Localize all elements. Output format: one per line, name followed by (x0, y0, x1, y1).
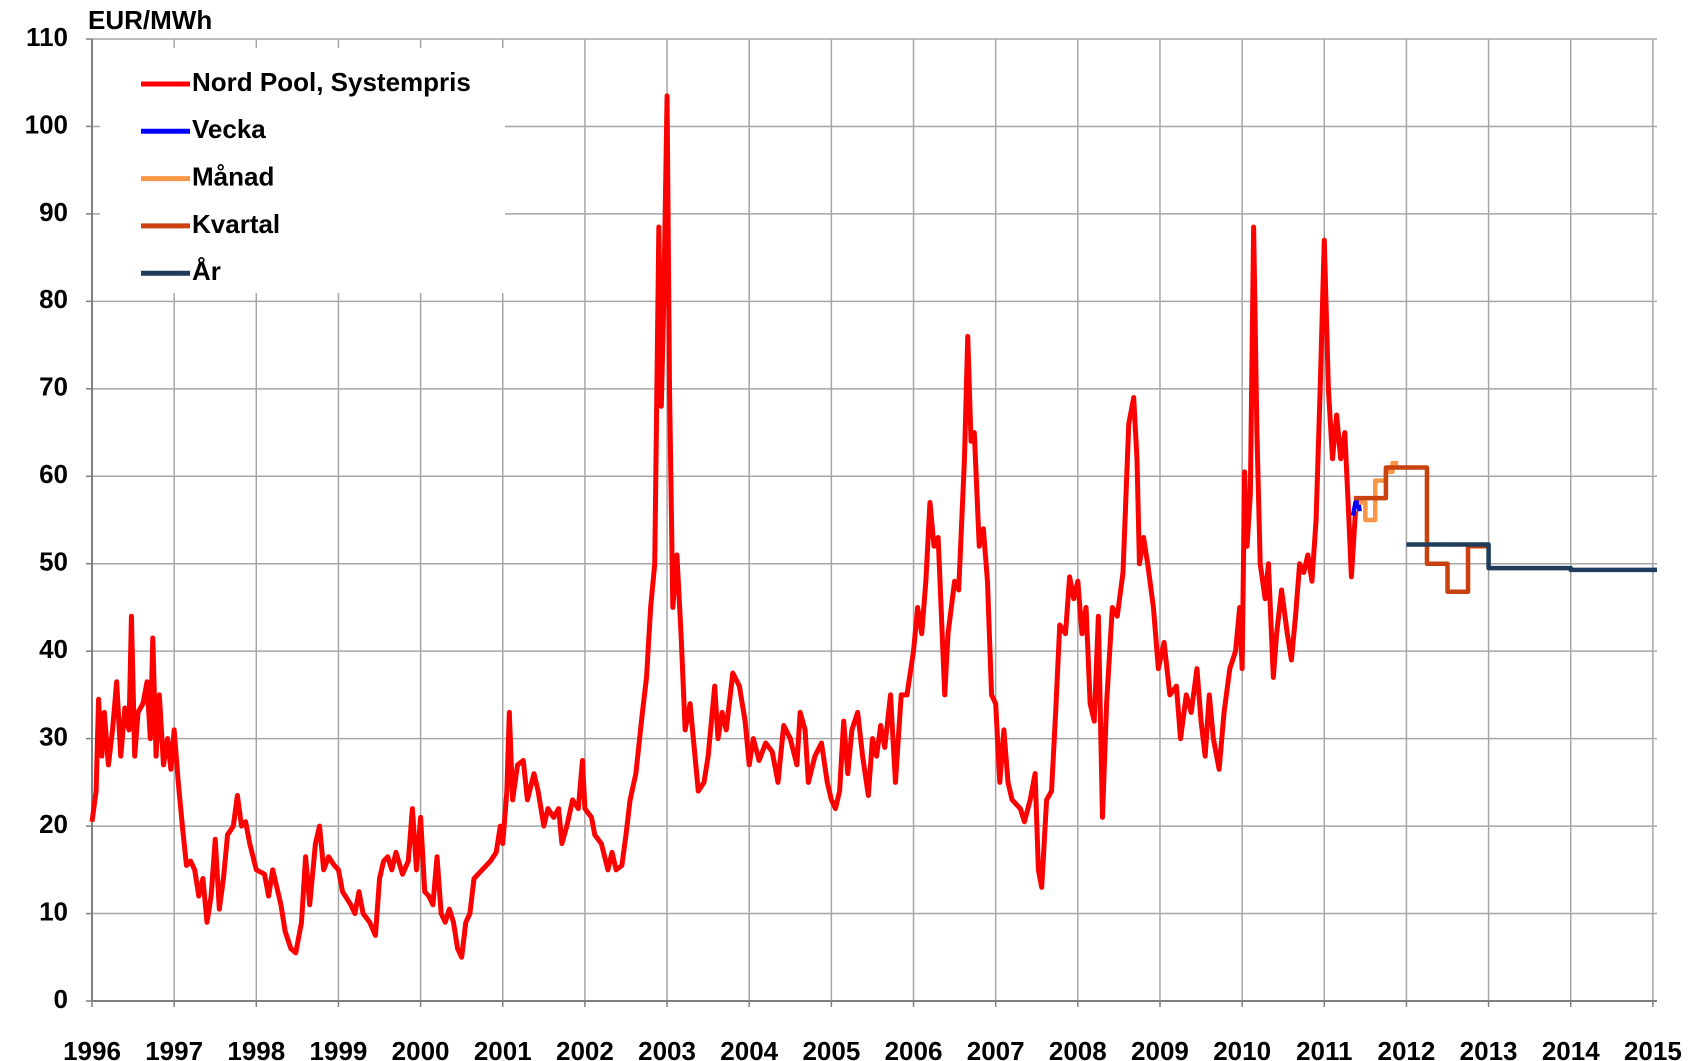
x-tick-label: 2003 (638, 1036, 696, 1061)
x-tick-label: 2011 (1296, 1036, 1352, 1061)
x-tick-label: 2004 (720, 1036, 778, 1061)
legend-label: Vecka (192, 114, 266, 144)
y-tick-label: 60 (39, 459, 68, 489)
y-tick-label: 80 (39, 284, 68, 314)
legend-label: Månad (192, 161, 274, 191)
series-line (1406, 542, 1657, 573)
y-tick-label: 30 (39, 722, 68, 752)
x-tick-label: 2012 (1378, 1036, 1436, 1061)
legend-label: Nord Pool, Systempris (192, 67, 471, 97)
x-tick-label: 1998 (227, 1036, 285, 1061)
y-tick-label: 100 (25, 109, 68, 139)
x-tick-label: 1996 (63, 1036, 121, 1061)
x-tick-label: 2005 (802, 1036, 860, 1061)
y-tick-label: 40 (39, 634, 68, 664)
y-tick-label: 70 (39, 372, 68, 402)
x-tick-label: 2009 (1131, 1036, 1189, 1061)
x-tick-label: 2015 (1624, 1036, 1682, 1061)
series-line (89, 93, 1358, 960)
y-tick-label: 50 (39, 547, 68, 577)
x-tick-label: 2001 (474, 1036, 532, 1061)
y-tick-label: 90 (39, 197, 68, 227)
y-axis-label: EUR/MWh (88, 5, 212, 35)
x-tick-label: 2007 (967, 1036, 1025, 1061)
x-tick-label: 2013 (1460, 1036, 1518, 1061)
series-line (1353, 465, 1489, 594)
y-tick-label: 110 (26, 22, 68, 52)
x-tick-label: 2002 (556, 1036, 614, 1061)
y-tick-label: 20 (39, 809, 68, 839)
legend-label: Kvartal (192, 209, 280, 239)
x-tick-label: 2000 (392, 1036, 450, 1061)
y-tick-label: 0 (54, 984, 68, 1014)
legend-label: År (192, 256, 221, 286)
y-tick-label: 10 (39, 896, 68, 926)
x-tick-label: 1999 (310, 1036, 368, 1061)
x-tick-label: 2008 (1049, 1036, 1107, 1061)
x-tick-label: 2010 (1213, 1036, 1271, 1061)
legend-box (100, 48, 505, 293)
x-tick-label: 2014 (1542, 1036, 1600, 1061)
x-tick-label: 1997 (145, 1036, 203, 1061)
x-tick-label: 2006 (885, 1036, 943, 1061)
